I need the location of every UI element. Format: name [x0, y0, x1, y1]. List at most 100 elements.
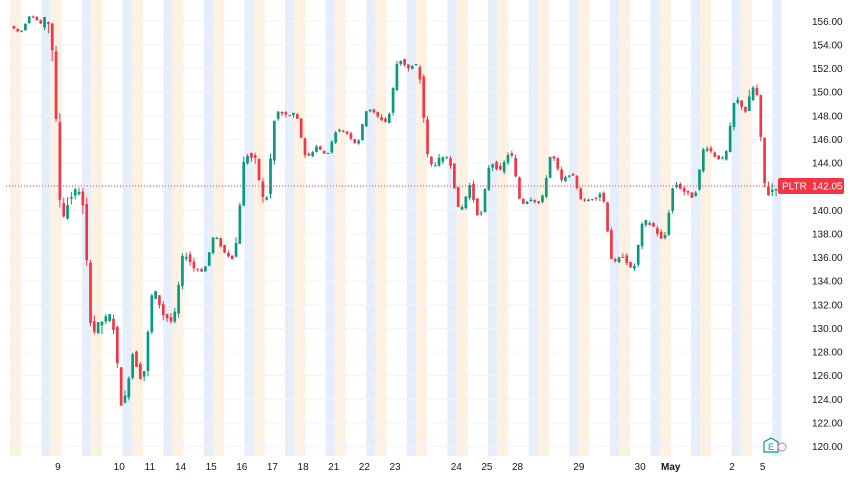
candle[interactable] — [250, 152, 253, 162]
candle[interactable] — [533, 199, 537, 204]
candle[interactable] — [656, 225, 659, 237]
candle[interactable] — [215, 236, 219, 240]
candle[interactable] — [698, 169, 701, 191]
candle[interactable] — [759, 94, 763, 142]
candle[interactable] — [744, 106, 747, 113]
candle[interactable] — [58, 113, 62, 208]
candle[interactable] — [357, 139, 360, 145]
candle[interactable] — [763, 137, 766, 188]
candle[interactable] — [173, 307, 177, 324]
candle[interactable] — [380, 113, 383, 122]
candle[interactable] — [54, 45, 58, 122]
candle[interactable] — [12, 25, 16, 29]
candle[interactable] — [740, 100, 743, 111]
candle[interactable] — [721, 156, 724, 160]
candle[interactable] — [62, 197, 66, 218]
candle[interactable] — [387, 112, 391, 123]
candle[interactable] — [502, 160, 506, 175]
candle[interactable] — [334, 131, 337, 145]
candle[interactable] — [265, 195, 269, 201]
candle[interactable] — [437, 153, 441, 167]
candle[interactable] — [384, 116, 387, 123]
candle[interactable] — [376, 111, 380, 119]
candle[interactable] — [414, 64, 418, 66]
candle[interactable] — [678, 182, 682, 190]
candle[interactable] — [115, 325, 119, 369]
candle[interactable] — [594, 196, 598, 201]
candle[interactable] — [165, 313, 169, 323]
candle[interactable] — [621, 253, 625, 258]
candle[interactable] — [43, 16, 46, 31]
candle[interactable] — [487, 164, 491, 192]
candle[interactable] — [430, 156, 433, 167]
candle[interactable] — [112, 314, 115, 334]
candle[interactable] — [644, 219, 648, 228]
candle[interactable] — [667, 209, 671, 236]
candle[interactable] — [564, 175, 567, 183]
earnings-badge[interactable]: E — [763, 437, 787, 453]
candle[interactable] — [200, 267, 203, 272]
candle[interactable] — [587, 198, 590, 202]
candle[interactable] — [395, 60, 399, 91]
candle[interactable] — [705, 146, 709, 153]
candle[interactable] — [728, 122, 732, 153]
candle[interactable] — [50, 22, 54, 62]
candle[interactable] — [127, 376, 131, 401]
candle[interactable] — [238, 202, 242, 244]
candle[interactable] — [303, 137, 307, 158]
candle[interactable] — [510, 150, 514, 158]
earnings-secondary-icon[interactable] — [777, 442, 787, 452]
candle[interactable] — [146, 330, 150, 377]
candle[interactable] — [521, 198, 525, 205]
candle[interactable] — [472, 180, 475, 203]
candle[interactable] — [89, 259, 92, 327]
candle[interactable] — [453, 163, 456, 189]
candle[interactable] — [556, 157, 560, 171]
candle[interactable] — [567, 175, 571, 178]
y-axis[interactable]: 156.00 154.00 152.00 150.00 148.00 146.00 144.… — [812, 17, 843, 453]
candle[interactable] — [464, 196, 468, 210]
candle[interactable] — [242, 156, 246, 206]
candle[interactable] — [767, 181, 770, 196]
candle[interactable] — [322, 150, 326, 154]
candle[interactable] — [579, 186, 583, 200]
candle[interactable] — [770, 183, 774, 197]
candle[interactable] — [16, 28, 20, 33]
candle[interactable] — [552, 155, 556, 162]
candle[interactable] — [498, 163, 502, 171]
candle[interactable] — [460, 204, 464, 211]
candle[interactable] — [671, 187, 675, 214]
candle[interactable] — [219, 237, 223, 248]
candle[interactable] — [690, 192, 694, 198]
candle[interactable] — [686, 190, 690, 196]
candle[interactable] — [426, 115, 429, 158]
candle[interactable] — [338, 128, 341, 133]
candle[interactable] — [598, 192, 602, 202]
candle[interactable] — [207, 252, 211, 267]
candle[interactable] — [407, 64, 410, 72]
candle[interactable] — [713, 151, 717, 158]
candle[interactable] — [177, 281, 180, 318]
candle[interactable] — [142, 371, 146, 382]
candle[interactable] — [560, 166, 563, 183]
candle[interactable] — [648, 221, 652, 226]
candle[interactable] — [491, 163, 495, 171]
candle[interactable] — [135, 350, 138, 368]
candle[interactable] — [724, 150, 728, 161]
candle[interactable] — [345, 131, 349, 136]
candle[interactable] — [150, 293, 154, 335]
candle[interactable] — [755, 84, 759, 97]
candle[interactable] — [483, 188, 487, 213]
candle[interactable] — [284, 111, 288, 118]
candle[interactable] — [541, 194, 544, 204]
candle[interactable] — [307, 152, 311, 156]
candle[interactable] — [230, 255, 234, 260]
candle[interactable] — [640, 221, 644, 250]
candle[interactable] — [188, 251, 192, 266]
candle[interactable] — [441, 156, 445, 165]
candle[interactable] — [169, 313, 173, 324]
candle[interactable] — [161, 300, 165, 321]
candle[interactable] — [100, 321, 104, 335]
candle[interactable] — [349, 131, 353, 141]
